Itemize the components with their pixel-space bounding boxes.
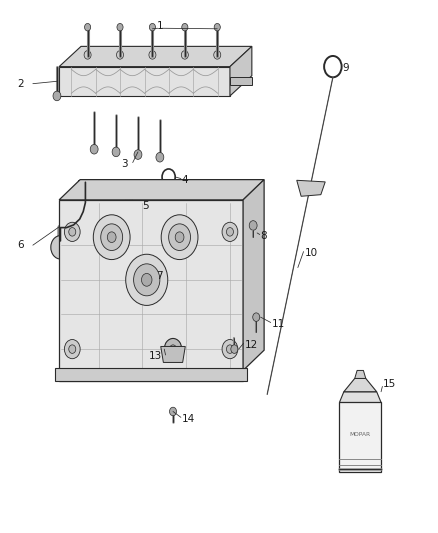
Polygon shape [59,200,243,381]
Polygon shape [344,378,377,392]
Polygon shape [55,368,247,381]
Text: MOPAR: MOPAR [350,432,371,437]
Circle shape [149,51,156,59]
Polygon shape [355,370,366,378]
Circle shape [161,215,198,260]
Circle shape [181,51,188,59]
Circle shape [53,91,61,101]
Circle shape [182,23,188,31]
Circle shape [222,222,238,241]
Polygon shape [339,402,381,472]
Circle shape [169,224,191,251]
Circle shape [214,51,221,59]
Polygon shape [59,180,264,200]
Circle shape [69,228,76,236]
Polygon shape [230,77,252,85]
Circle shape [85,23,91,31]
Text: 4: 4 [182,175,188,185]
Text: 13: 13 [149,351,162,361]
Circle shape [117,23,123,31]
Circle shape [84,51,91,59]
Circle shape [64,340,80,359]
Circle shape [134,264,160,296]
Circle shape [141,273,152,286]
Circle shape [134,150,142,159]
Circle shape [101,224,123,251]
Circle shape [90,144,98,154]
Circle shape [249,221,257,230]
Circle shape [126,254,168,305]
Circle shape [51,236,70,259]
Circle shape [222,340,238,359]
Circle shape [93,215,130,260]
Polygon shape [59,46,252,67]
Text: 10: 10 [304,248,318,258]
Circle shape [226,345,233,353]
Polygon shape [339,392,381,402]
Polygon shape [243,180,264,370]
Circle shape [175,232,184,243]
Circle shape [253,313,260,321]
Circle shape [149,23,155,31]
Text: 1: 1 [156,21,163,30]
Circle shape [170,407,177,416]
Text: 3: 3 [121,159,128,169]
Polygon shape [230,46,252,96]
Polygon shape [59,67,230,96]
Text: 11: 11 [272,319,285,329]
Text: 12: 12 [244,340,258,350]
Polygon shape [78,180,93,185]
Text: 8: 8 [261,231,267,240]
Polygon shape [161,346,185,362]
Circle shape [164,338,182,360]
Text: 14: 14 [182,414,195,424]
Circle shape [64,222,80,241]
Text: 6: 6 [18,240,25,250]
Text: 2: 2 [18,79,25,88]
Circle shape [156,152,164,162]
Circle shape [214,23,220,31]
Circle shape [126,196,133,204]
Circle shape [226,228,233,236]
Text: 9: 9 [343,63,349,72]
Text: 5: 5 [142,201,149,211]
Circle shape [231,345,238,353]
Circle shape [69,345,76,353]
Circle shape [170,345,177,353]
Text: 15: 15 [383,379,396,389]
Text: 7: 7 [156,271,163,281]
Circle shape [107,232,116,243]
Circle shape [117,51,124,59]
Polygon shape [297,180,325,196]
Circle shape [112,147,120,157]
